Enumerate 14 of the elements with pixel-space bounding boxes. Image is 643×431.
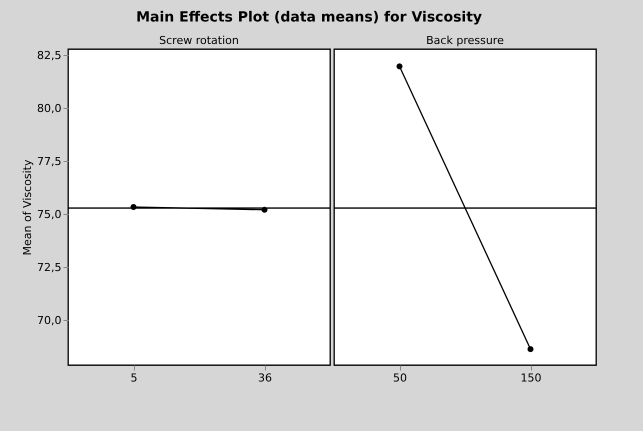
x-tick-label: 5 <box>130 372 138 384</box>
y-axis-title: Mean of Viscosity <box>21 159 34 256</box>
y-tick-label: 70,0 <box>37 314 62 327</box>
y-tick-label: 75,0 <box>37 208 62 221</box>
x-axis-title: Screw rotation <box>159 34 239 47</box>
y-tick-label: 82,5 <box>37 48 62 62</box>
x-tick-label: 36 <box>258 372 272 384</box>
x-tick-label: 150 <box>520 372 542 384</box>
y-tick-label: 80,0 <box>37 102 62 115</box>
y-tick-label: 72,5 <box>37 260 62 274</box>
y-tick-label: 77,5 <box>37 154 62 168</box>
x-tick-label: 50 <box>393 372 407 384</box>
chart-title: Main Effects Plot (data means) for Viscosity <box>136 9 482 26</box>
x-axis-title: Back pressure <box>426 34 504 47</box>
